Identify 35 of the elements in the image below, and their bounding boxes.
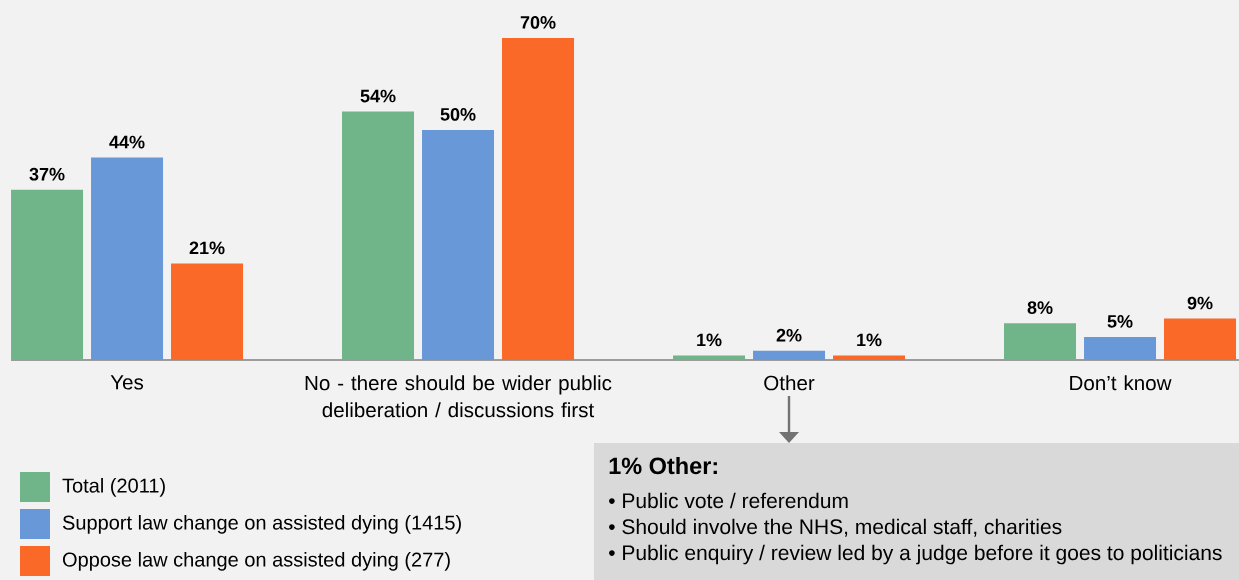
data-label: 21% <box>189 241 225 255</box>
bar <box>753 350 826 360</box>
data-label: 9% <box>1187 296 1213 310</box>
data-label: 50% <box>440 108 476 121</box>
x-tick-label: Yes <box>110 375 144 390</box>
x-tick-label: Don’t know <box>1070 375 1172 391</box>
bar <box>171 263 244 360</box>
bar <box>833 355 906 360</box>
bar <box>342 111 415 360</box>
data-label: 8% <box>1027 301 1053 314</box>
x-tick-label: Other <box>764 375 815 391</box>
text: • Should involve the NHS, medical staff, charities <box>609 518 1062 537</box>
bar <box>1004 323 1077 360</box>
legend-label: Total (2011) <box>62 478 165 497</box>
bar <box>1084 336 1157 360</box>
bar <box>502 37 575 360</box>
data-label: 37% <box>29 167 65 181</box>
bar <box>1164 318 1237 360</box>
bar <box>11 189 84 360</box>
data-label: 5% <box>1107 315 1133 328</box>
data-label: 1% <box>857 333 882 347</box>
bar <box>91 157 164 360</box>
data-label: 54% <box>360 89 396 103</box>
bar <box>422 129 495 360</box>
data-label: 2% <box>776 328 802 342</box>
legend-label: Oppose law change on assisted dying (277) <box>62 551 450 571</box>
data-label: 70% <box>520 16 556 29</box>
legend-label: Support law change on assisted dying (1415) <box>62 514 461 534</box>
data-label: 1% <box>697 333 722 347</box>
text: • Public enquiry / review led by a judge before it goes to politicians <box>609 544 1222 565</box>
text: • Public vote / referendum <box>609 492 848 509</box>
data-label: 44% <box>109 135 145 149</box>
x-tick-label: No - there should be wider public deliberation / discussions first <box>305 375 612 418</box>
bar <box>673 355 746 360</box>
text: 1% Other: <box>609 456 717 475</box>
